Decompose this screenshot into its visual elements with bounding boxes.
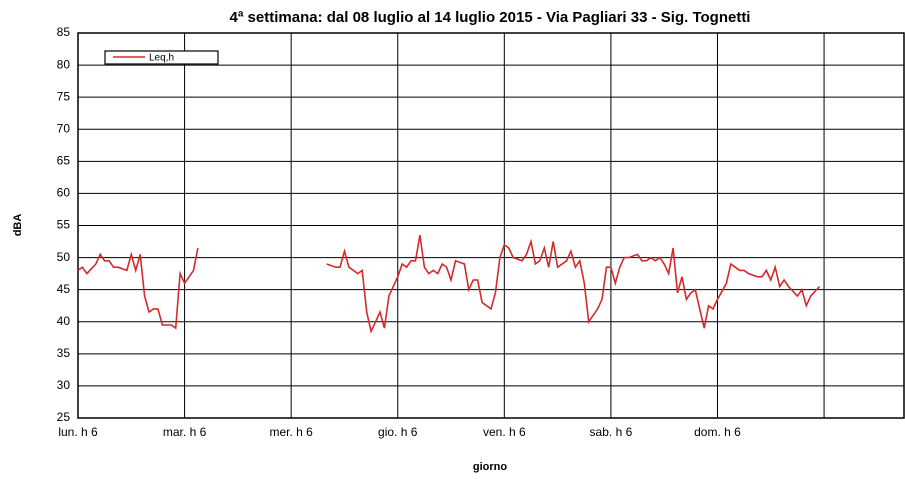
y-tick-label: 35 (57, 346, 71, 360)
y-tick-label: 40 (57, 314, 71, 328)
y-tick-label: 50 (57, 250, 71, 264)
x-tick-label: sab. h 6 (590, 425, 633, 439)
legend-box (104, 50, 219, 65)
y-tick-label: 85 (57, 25, 71, 39)
y-axis-label: dBA (12, 214, 24, 237)
y-tick-label: 65 (57, 154, 71, 168)
x-tick-label: dom. h 6 (694, 425, 741, 439)
chart-title: 4ª settimana: dal 08 luglio al 14 luglio… (230, 9, 751, 26)
x-axis-label: giorno (473, 461, 507, 473)
data-line (77, 234, 821, 334)
x-tick-label: mer. h 6 (269, 425, 313, 439)
plot-frame (77, 32, 905, 419)
y-tick-label: 75 (57, 89, 71, 103)
y-tick-label: 45 (57, 282, 71, 296)
y-tick-label: 70 (57, 121, 71, 135)
y-tick-label: 55 (57, 218, 71, 232)
y-tick-label: 25 (57, 410, 71, 424)
x-tick-label: lun. h 6 (58, 425, 98, 439)
y-tick-label: 60 (57, 186, 71, 200)
legend-label: Leq,h (149, 53, 174, 64)
x-tick-label: gio. h 6 (378, 425, 418, 439)
x-tick-label: ven. h 6 (483, 425, 526, 439)
y-tick-label: 30 (57, 378, 71, 392)
x-tick-label: mar. h 6 (163, 425, 207, 439)
y-tick-label: 80 (57, 57, 71, 71)
